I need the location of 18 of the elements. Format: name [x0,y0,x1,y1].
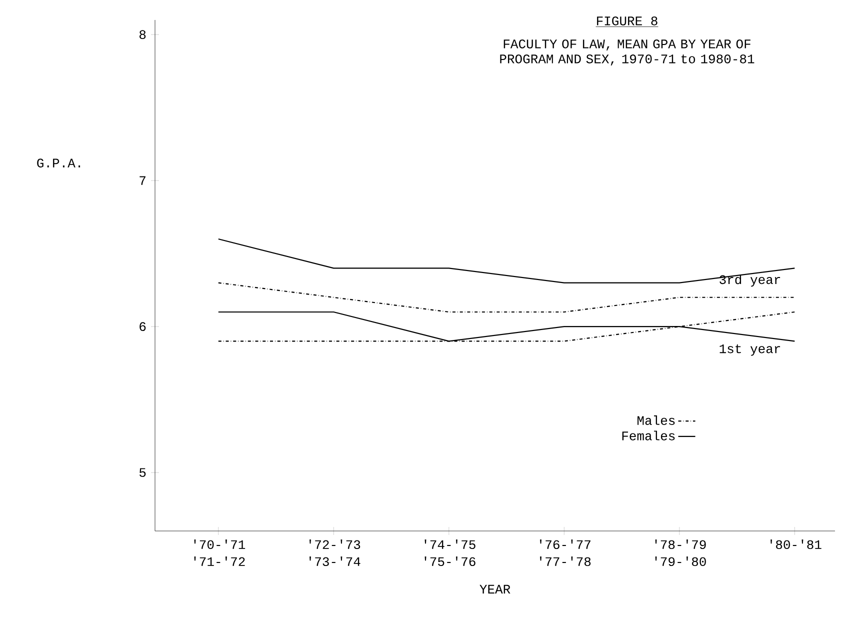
y-tick-label: 5 [139,468,146,477]
y-tick-label: 6 [140,322,146,331]
legend-label: Males [638,415,675,425]
text: FACULTY OF LAW, MEAN GPA BY YEAR OF PROGRAM AND SEX, 1970-71 to 1980-81 [500,40,754,66]
legend-label: Females [622,430,675,440]
x-tick-label: '76-'77 '77-'78 [540,540,591,566]
x-tick-label: '80-'81 [770,540,822,550]
y-tick-label: 8 [140,30,146,39]
x-tick-label: '78-'79 '79-'80 [655,540,706,566]
y-axis-title: G.P.A. [37,158,80,168]
x-axis-title: YEAR [480,584,510,594]
chart-title: FIGURE 8 [597,16,658,26]
x-tick-label: '74-'75 '75-'76 [424,540,476,566]
annotation: 1st year [720,344,780,356]
annotation: 3rd year [720,274,780,287]
x-tick-label: '70-'71 '71-'72 [194,540,246,566]
y-tick-label: 7 [140,176,146,185]
x-tick-label: '72-'73 '73-'74 [310,540,360,566]
